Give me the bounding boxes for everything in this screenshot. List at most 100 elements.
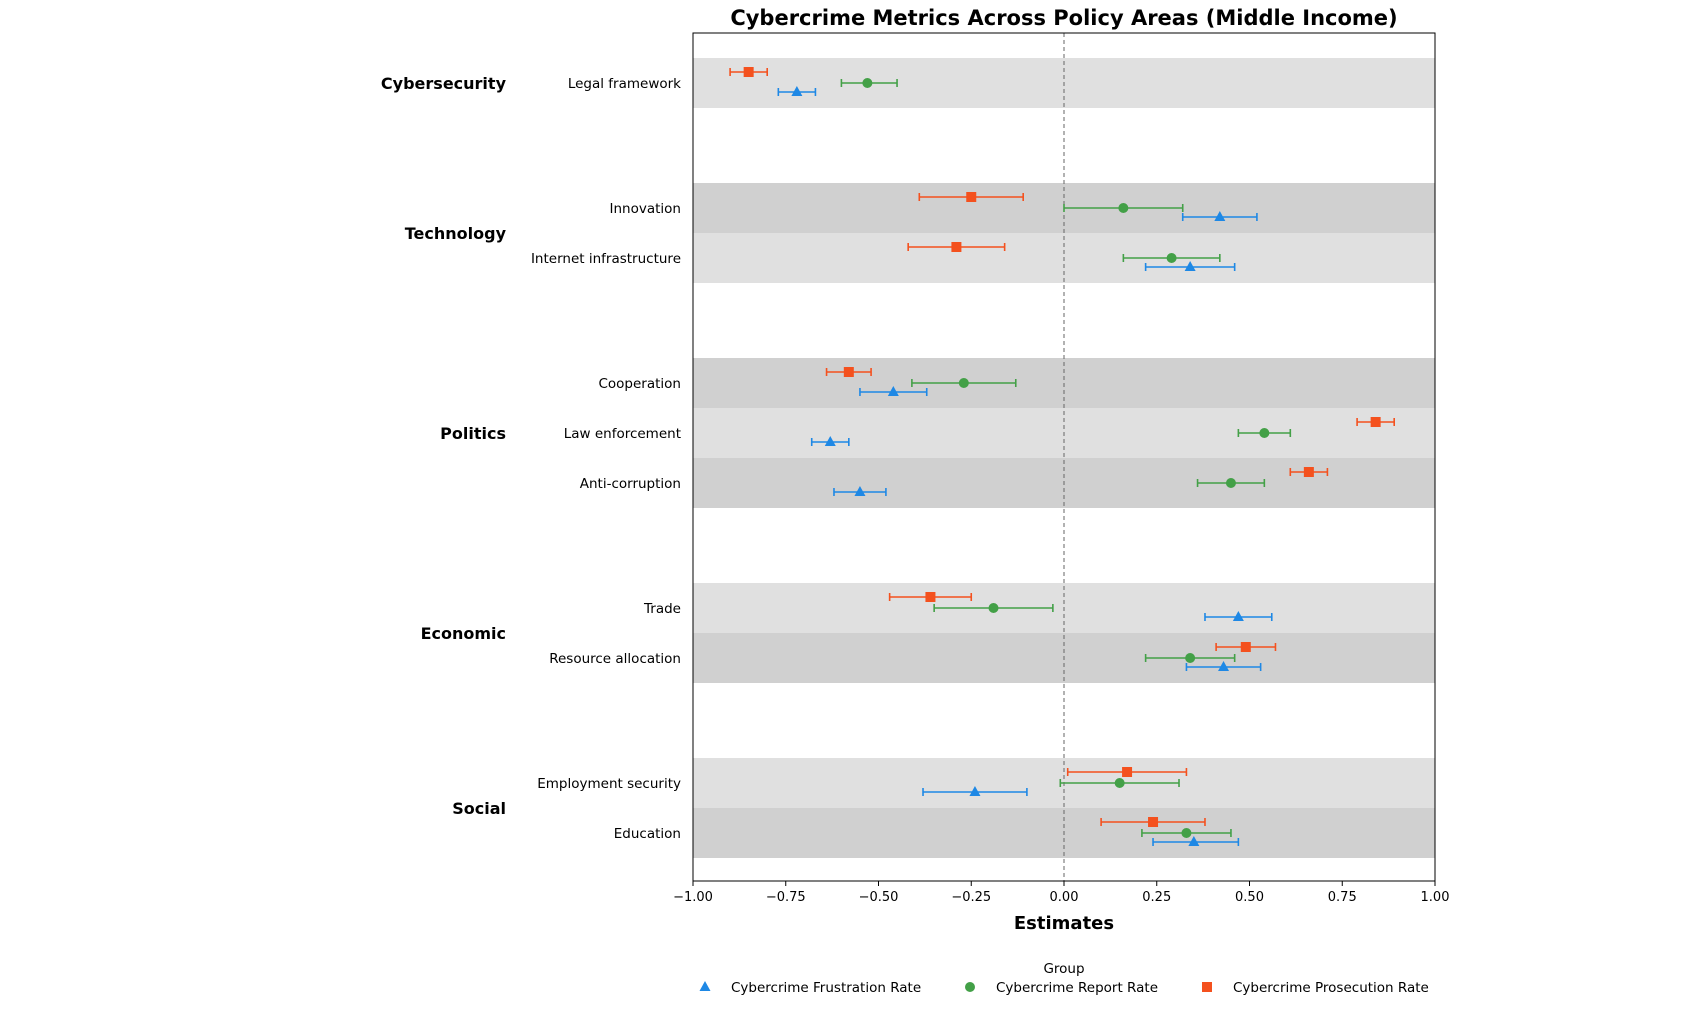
point-frustration <box>1218 661 1230 671</box>
estimate-frustration <box>1185 661 1262 671</box>
point-report <box>1259 428 1270 438</box>
point-report <box>1181 828 1192 838</box>
point-prosecution <box>1148 817 1159 827</box>
row-label: Internet infrastructure <box>531 251 681 267</box>
x-tick-label: −0.50 <box>859 890 899 905</box>
point-report <box>1225 478 1236 488</box>
point-report <box>862 78 873 88</box>
estimate-prosecution <box>825 367 872 377</box>
point-report <box>1166 253 1177 263</box>
row-label: Employment security <box>537 776 681 792</box>
row-label: Innovation <box>610 201 681 217</box>
chart-title: Cybercrime Metrics Across Policy Areas (… <box>730 6 1397 30</box>
point-frustration <box>1188 836 1200 846</box>
estimate-frustration <box>1144 261 1236 271</box>
row-label: Legal framework <box>568 76 681 92</box>
legend-marker <box>699 981 711 991</box>
point-prosecution <box>1122 767 1133 777</box>
estimate-frustration <box>777 86 817 96</box>
legend-entry: Cybercrime Report Rate <box>996 980 1158 996</box>
point-frustration <box>1214 211 1226 221</box>
row-label: Cooperation <box>598 376 681 392</box>
estimate-frustration <box>833 486 887 496</box>
row-label: Anti-corruption <box>580 476 681 492</box>
row-label: Resource allocation <box>549 651 681 667</box>
x-tick-label: −0.25 <box>951 890 991 905</box>
point-report <box>958 378 969 388</box>
legend-entry: Cybercrime Frustration Rate <box>731 980 921 996</box>
estimate-prosecution <box>1066 767 1188 777</box>
group-label: Politics <box>440 424 506 443</box>
data-marks <box>729 67 1395 846</box>
legend-title: Group <box>1043 961 1084 977</box>
estimate-frustration <box>1152 836 1240 846</box>
x-axis: −1.00 −0.75 −0.50 −0.25 0.00 0.25 0.50 0.75 1.00 <box>673 881 1449 905</box>
estimate-prosecution <box>907 242 1006 252</box>
estimate-frustration <box>859 386 928 396</box>
point-report <box>988 603 999 613</box>
point-prosecution <box>925 592 936 602</box>
x-tick-label: −1.00 <box>673 890 713 905</box>
estimate-frustration <box>922 786 1028 796</box>
row-bands <box>693 58 1435 858</box>
row-label: Trade <box>643 601 681 617</box>
point-frustration <box>854 486 866 496</box>
legend-marker <box>965 982 975 992</box>
point-prosecution <box>966 192 977 202</box>
x-tick-label: 0.75 <box>1328 890 1357 905</box>
point-frustration <box>1184 261 1196 271</box>
estimate-prosecution <box>1215 642 1277 652</box>
point-report <box>1114 778 1125 788</box>
x-tick-label: 1.00 <box>1421 890 1450 905</box>
group-label: Economic <box>421 624 506 643</box>
estimate-report <box>1122 253 1221 263</box>
x-tick-label: 0.00 <box>1050 890 1079 905</box>
estimate-prosecution <box>1356 417 1395 427</box>
estimate-report <box>1196 478 1266 488</box>
group-label: Cybersecurity <box>381 74 507 93</box>
point-prosecution <box>1370 417 1381 427</box>
estimate-report <box>911 378 1017 388</box>
estimate-prosecution <box>888 592 973 602</box>
point-report <box>1185 653 1196 663</box>
point-prosecution <box>951 242 962 252</box>
estimate-report <box>1059 778 1180 788</box>
estimate-report <box>1144 653 1236 663</box>
estimate-prosecution <box>729 67 769 77</box>
x-tick-label: −0.75 <box>766 890 806 905</box>
group-label: Social <box>452 799 506 818</box>
legend: Group Cybercrime Frustration Rate Cybercr… <box>699 961 1429 996</box>
point-prosecution <box>1240 642 1251 652</box>
group-label: Technology <box>405 224 507 243</box>
point-prosecution <box>743 67 754 77</box>
legend-entry: Cybercrime Prosecution Rate <box>1233 980 1429 996</box>
point-frustration <box>1232 611 1244 621</box>
estimate-frustration <box>1204 611 1273 621</box>
estimate-report <box>933 603 1054 613</box>
point-prosecution <box>1303 467 1314 477</box>
x-tick-label: 0.50 <box>1235 890 1264 905</box>
point-frustration <box>824 436 836 446</box>
estimate-frustration <box>810 436 850 446</box>
x-tick-label: 0.25 <box>1142 890 1171 905</box>
estimate-prosecution <box>918 192 1024 202</box>
point-prosecution <box>843 367 854 377</box>
estimate-report <box>840 78 898 88</box>
row-labels: Legal framework Cybersecurity Innovation In… <box>381 74 681 842</box>
estimate-prosecution <box>1100 817 1206 827</box>
estimate-frustration <box>1181 211 1258 221</box>
row-label: Law enforcement <box>564 426 681 442</box>
x-axis-label: Estimates <box>1014 913 1114 934</box>
estimate-report <box>1237 428 1292 438</box>
point-frustration <box>791 86 803 96</box>
point-report <box>1118 203 1129 213</box>
row-label: Education <box>614 826 681 842</box>
estimate-prosecution <box>1289 467 1329 477</box>
point-frustration <box>887 386 899 396</box>
point-frustration <box>969 786 981 796</box>
legend-marker <box>1202 982 1212 992</box>
estimate-report <box>1063 203 1184 213</box>
estimate-report <box>1141 828 1232 838</box>
